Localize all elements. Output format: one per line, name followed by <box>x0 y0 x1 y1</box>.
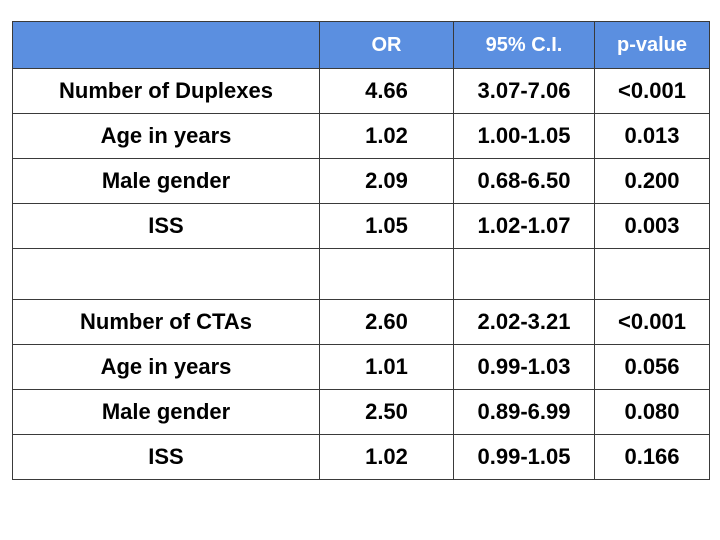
odds-ratio-cell: 2.60 <box>319 299 454 345</box>
odds-ratio-cell: 2.50 <box>319 389 454 435</box>
empty-cell <box>12 248 320 300</box>
row-label: Number of CTAs <box>12 299 320 345</box>
empty-cell <box>453 248 595 300</box>
p-value-cell: 0.013 <box>594 113 710 159</box>
row-label: Number of Duplexes <box>12 68 320 114</box>
table-row: Age in years 1.02 1.00-1.05 0.013 <box>12 113 710 159</box>
odds-ratio-cell: 1.05 <box>319 203 454 249</box>
row-label: ISS <box>12 203 320 249</box>
confidence-interval-cell: 0.99-1.05 <box>453 434 595 480</box>
row-label: Age in years <box>12 113 320 159</box>
confidence-interval-cell: 3.07-7.06 <box>453 68 595 114</box>
confidence-interval-cell: 1.02-1.07 <box>453 203 595 249</box>
header-cell-or: OR <box>319 21 454 69</box>
confidence-interval-cell: 0.89-6.99 <box>453 389 595 435</box>
p-value-cell: <0.001 <box>594 299 710 345</box>
header-cell-ci: 95% C.I. <box>453 21 595 69</box>
row-label: Age in years <box>12 344 320 390</box>
row-label: Male gender <box>12 158 320 204</box>
p-value-cell: <0.001 <box>594 68 710 114</box>
empty-cell <box>594 248 710 300</box>
odds-ratio-cell: 1.02 <box>319 434 454 480</box>
row-label: Male gender <box>12 389 320 435</box>
table-row: Number of Duplexes 4.66 3.07-7.06 <0.001 <box>12 68 710 114</box>
odds-ratio-cell: 1.02 <box>319 113 454 159</box>
confidence-interval-cell: 1.00-1.05 <box>453 113 595 159</box>
row-label: ISS <box>12 434 320 480</box>
confidence-interval-cell: 0.68-6.50 <box>453 158 595 204</box>
confidence-interval-cell: 0.99-1.03 <box>453 344 595 390</box>
table-row: Number of CTAs 2.60 2.02-3.21 <0.001 <box>12 299 710 345</box>
table-row: ISS 1.02 0.99-1.05 0.166 <box>12 434 710 480</box>
table-row: ISS 1.05 1.02-1.07 0.003 <box>12 203 710 249</box>
odds-ratio-cell: 1.01 <box>319 344 454 390</box>
p-value-cell: 0.056 <box>594 344 710 390</box>
table-row: Male gender 2.50 0.89-6.99 0.080 <box>12 389 710 435</box>
header-cell-empty <box>12 21 320 69</box>
odds-ratio-table: OR 95% C.I. p-value Number of Duplexes 4… <box>12 21 710 480</box>
table-row: Male gender 2.09 0.68-6.50 0.200 <box>12 158 710 204</box>
p-value-cell: 0.166 <box>594 434 710 480</box>
p-value-cell: 0.003 <box>594 203 710 249</box>
empty-cell <box>319 248 454 300</box>
table-row: Age in years 1.01 0.99-1.03 0.056 <box>12 344 710 390</box>
odds-ratio-cell: 4.66 <box>319 68 454 114</box>
p-value-cell: 0.080 <box>594 389 710 435</box>
odds-ratio-cell: 2.09 <box>319 158 454 204</box>
empty-spacer-row <box>12 248 710 300</box>
p-value-cell: 0.200 <box>594 158 710 204</box>
table-header-row: OR 95% C.I. p-value <box>12 21 710 69</box>
header-cell-p-value: p-value <box>594 21 710 69</box>
confidence-interval-cell: 2.02-3.21 <box>453 299 595 345</box>
